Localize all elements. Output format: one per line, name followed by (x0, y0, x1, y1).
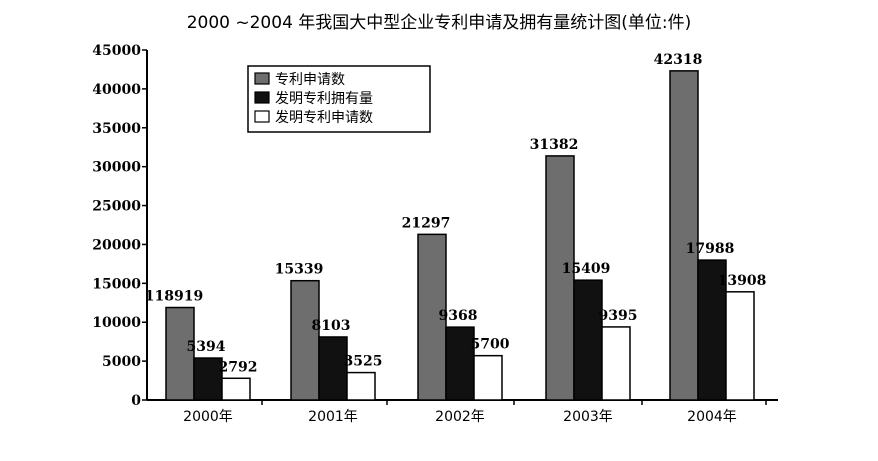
y-tick-label: 25000 (92, 199, 141, 215)
bar-1 (669, 70, 699, 401)
legend-swatch (254, 72, 270, 85)
chart-title: 2000 ~2004 年我国大中型企业专利申请及拥有量统计图(单位:件) (186, 13, 692, 33)
legend-box (247, 65, 431, 133)
bar-1 (545, 155, 575, 401)
y-tick-label: 10000 (92, 315, 141, 331)
legend-swatch (254, 110, 270, 123)
x-tick-label: 2001年 (308, 409, 358, 425)
legend-label: 发明专利申请数 (275, 110, 373, 126)
x-tick-label: 2003年 (563, 409, 613, 425)
data-label: 15409 (562, 261, 611, 277)
y-tick-label: 0 (131, 393, 141, 409)
y-tick-label: 15000 (92, 276, 141, 292)
y-tick-label: 20000 (92, 237, 141, 253)
y-tick-label: 40000 (92, 82, 141, 98)
bar-2 (193, 357, 223, 401)
bar-2 (697, 259, 727, 401)
x-tick-label: 2004年 (687, 409, 737, 425)
bar-2 (573, 279, 603, 401)
x-tick-label: 2000年 (183, 409, 233, 425)
y-tick-label: 5000 (102, 354, 141, 370)
data-label: 2792 (219, 359, 258, 375)
data-label: 15339 (275, 262, 324, 278)
bar-3 (473, 354, 503, 401)
data-label: 13908 (718, 273, 767, 289)
data-label: 5394 (187, 339, 226, 355)
x-tick-label: 2002年 (435, 409, 485, 425)
data-label: 3525 (344, 354, 383, 370)
bar-1 (417, 233, 447, 401)
bar-3 (346, 371, 376, 401)
data-label: 31382 (530, 137, 579, 153)
y-tick-label: 45000 (92, 43, 141, 59)
data-label: 9395 (599, 308, 638, 324)
legend-label: 专利申请数 (275, 72, 345, 88)
bar-2 (445, 326, 475, 401)
y-tick-label: 35000 (92, 121, 141, 137)
bar-1 (290, 279, 320, 401)
legend-swatch (254, 91, 270, 104)
bar-2 (318, 336, 348, 401)
data-label: 21297 (402, 215, 451, 231)
data-label: 17988 (686, 241, 735, 257)
bar-3 (601, 326, 631, 401)
y-tick-label: 30000 (92, 160, 141, 176)
data-label: 118919 (145, 289, 203, 305)
data-label: 5700 (471, 337, 510, 353)
bar-3 (221, 377, 251, 401)
legend-label: 发明专利拥有量 (275, 91, 373, 107)
data-label: 42318 (654, 52, 703, 68)
data-label: 8103 (312, 318, 351, 334)
data-label: 9368 (439, 308, 478, 324)
bar-1 (165, 306, 195, 401)
bar-3 (725, 291, 755, 401)
